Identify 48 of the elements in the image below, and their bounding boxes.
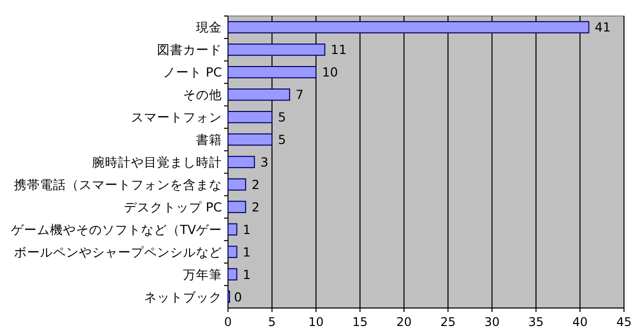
data-label: 11 [330,42,347,58]
data-label: 7 [296,87,304,102]
x-tick-label: 30 [484,315,500,329]
y-tick-label: 万年筆 [183,266,222,282]
bar [228,200,246,214]
y-tick-label: 携帯電話（スマートフォンを含まな [14,176,222,192]
data-label: 3 [260,154,268,170]
bar [228,156,255,168]
data-label: 2 [252,176,260,192]
data-label: 2 [252,199,260,214]
x-tick-label: 45 [616,315,632,329]
bar [228,21,590,34]
y-tick-label: その他 [183,87,222,102]
bar [228,268,238,280]
x-tick-label: 35 [528,315,544,329]
data-label: 10 [322,64,338,80]
data-label: 1 [242,222,251,237]
x-tick-label: 5 [268,315,276,329]
x-tick-label: 25 [440,315,456,329]
data-label: 0 [234,289,242,304]
data-label: 5 [278,132,286,148]
y-tick-label: 書籍 [196,132,222,148]
data-label: 5 [278,110,286,125]
data-label: 1 [242,244,251,260]
bar [228,178,246,191]
y-tick-label: デスクトップ PC [124,199,222,214]
x-tick-label: 40 [572,315,588,329]
y-tick-label: ゲーム機やそのソフトなど（TVゲー [10,222,222,237]
bar [228,110,272,124]
y-tick-label: 図書カード [157,42,222,58]
data-label: 1 [242,266,251,282]
x-tick-label: 15 [352,315,368,329]
x-tick-label: 10 [308,315,324,329]
y-tick-label: ネットブック [144,289,222,304]
bar [228,246,238,258]
bar [228,88,290,101]
y-tick-label: スマートフォン [131,110,222,125]
bar [228,66,316,78]
y-tick-label: ボールペンやシャープペンシルなど [14,244,222,260]
bar [228,44,326,56]
x-tick-label: 0 [224,315,232,329]
y-tick-label: 現金 [196,20,222,35]
x-tick-label: 20 [396,315,412,329]
y-tick-label: ノート PC [162,64,222,80]
data-label: 41 [594,20,611,35]
y-tick-label: 腕時計や目覚まし時計 [92,154,222,170]
bar [228,133,272,146]
bar [228,223,238,236]
